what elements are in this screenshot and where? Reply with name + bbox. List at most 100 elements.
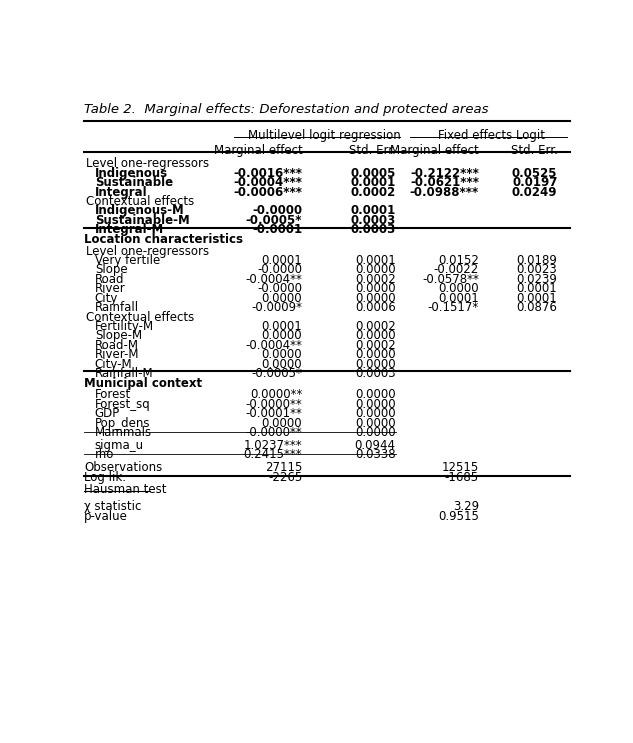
Text: 0.0001: 0.0001 bbox=[438, 292, 479, 305]
Text: River: River bbox=[95, 282, 125, 295]
Text: -0.1517*: -0.1517* bbox=[428, 301, 479, 314]
Text: -0.0578**: -0.0578** bbox=[422, 273, 479, 286]
Text: -2265: -2265 bbox=[268, 470, 303, 484]
Text: 0.0152: 0.0152 bbox=[438, 254, 479, 267]
Text: Std. Err.: Std. Err. bbox=[349, 143, 396, 157]
Text: 0.0000: 0.0000 bbox=[355, 398, 396, 411]
Text: 0.0000: 0.0000 bbox=[355, 329, 396, 343]
Text: 0.0000: 0.0000 bbox=[355, 348, 396, 361]
Text: Sustainable-M: Sustainable-M bbox=[95, 214, 189, 227]
Text: 0.0002: 0.0002 bbox=[354, 273, 396, 286]
Text: 1.0237***: 1.0237*** bbox=[244, 439, 303, 452]
Text: -0.0009*: -0.0009* bbox=[251, 301, 303, 314]
Text: Mammals: Mammals bbox=[95, 426, 152, 439]
Text: -0.0000**: -0.0000** bbox=[246, 398, 303, 411]
Text: 0.0001: 0.0001 bbox=[261, 254, 303, 267]
Text: Forest: Forest bbox=[95, 389, 131, 401]
Text: 0.0338: 0.0338 bbox=[355, 449, 396, 461]
Text: GDP: GDP bbox=[95, 407, 120, 421]
Text: 0.0000: 0.0000 bbox=[355, 263, 396, 276]
Text: 0.0000: 0.0000 bbox=[261, 358, 303, 371]
Text: 0.0000: 0.0000 bbox=[355, 417, 396, 429]
Text: 0.0003: 0.0003 bbox=[350, 223, 396, 236]
Text: -0.0000: -0.0000 bbox=[258, 282, 303, 295]
Text: 0.0000: 0.0000 bbox=[261, 348, 303, 361]
Text: 0.0189: 0.0189 bbox=[517, 254, 558, 267]
Text: Integral: Integral bbox=[95, 186, 147, 198]
Text: χ statistic: χ statistic bbox=[84, 500, 141, 513]
Text: Marginal effect: Marginal effect bbox=[390, 143, 479, 157]
Text: -0.0016***: -0.0016*** bbox=[234, 166, 303, 180]
Text: 0.0000: 0.0000 bbox=[355, 407, 396, 421]
Text: 0.0249: 0.0249 bbox=[512, 186, 558, 198]
Text: Level one-regressors: Level one-regressors bbox=[87, 158, 210, 170]
Text: 0.0000: 0.0000 bbox=[355, 389, 396, 401]
Text: 0.0001: 0.0001 bbox=[354, 254, 396, 267]
Text: Indigenous-M: Indigenous-M bbox=[95, 204, 185, 218]
Text: 0.0002: 0.0002 bbox=[350, 186, 396, 198]
Text: Indigenous: Indigenous bbox=[95, 166, 168, 180]
Text: Contextual effects: Contextual effects bbox=[87, 195, 195, 208]
Text: -0.0004**: -0.0004** bbox=[246, 273, 303, 286]
Text: Hausman test: Hausman test bbox=[84, 484, 166, 496]
Text: -0.0006***: -0.0006*** bbox=[234, 186, 303, 198]
Text: Fertility-M: Fertility-M bbox=[95, 320, 154, 333]
Text: 0.0000: 0.0000 bbox=[261, 417, 303, 429]
Text: Sustainable: Sustainable bbox=[95, 176, 173, 189]
Text: Municipal context: Municipal context bbox=[84, 377, 202, 389]
Text: -0.2122***: -0.2122*** bbox=[410, 166, 479, 180]
Text: City: City bbox=[95, 292, 118, 305]
Text: -0.0988***: -0.0988*** bbox=[410, 186, 479, 198]
Text: p-value: p-value bbox=[84, 510, 128, 523]
Text: 12515: 12515 bbox=[442, 461, 479, 474]
Text: Contextual effects: Contextual effects bbox=[87, 311, 195, 324]
Text: 3.29: 3.29 bbox=[453, 500, 479, 513]
Text: 0.0001: 0.0001 bbox=[517, 282, 558, 295]
Text: -0.0005*: -0.0005* bbox=[246, 214, 303, 227]
Text: Integral-M: Integral-M bbox=[95, 223, 164, 236]
Text: 0.9515: 0.9515 bbox=[438, 510, 479, 523]
Text: 0.0000**: 0.0000** bbox=[250, 389, 303, 401]
Text: Table 2.  Marginal effects: Deforestation and protected areas: Table 2. Marginal effects: Deforestation… bbox=[84, 103, 489, 117]
Text: Rainfall: Rainfall bbox=[95, 301, 139, 314]
Text: -0.0004**: -0.0004** bbox=[246, 339, 303, 352]
Text: 0.0006: 0.0006 bbox=[354, 301, 396, 314]
Text: Road: Road bbox=[95, 273, 124, 286]
Text: 27115: 27115 bbox=[265, 461, 303, 474]
Text: Fixed effects Logit: Fixed effects Logit bbox=[437, 129, 545, 142]
Text: Very fertile: Very fertile bbox=[95, 254, 160, 267]
Text: 0.0000: 0.0000 bbox=[355, 426, 396, 439]
Text: Std. Err.: Std. Err. bbox=[511, 143, 558, 157]
Text: -0.0001**: -0.0001** bbox=[246, 407, 303, 421]
Text: -0.0001: -0.0001 bbox=[252, 223, 303, 236]
Text: Log lik.: Log lik. bbox=[84, 470, 126, 484]
Text: Road-M: Road-M bbox=[95, 339, 139, 352]
Text: Location characteristics: Location characteristics bbox=[84, 233, 243, 246]
Text: 0.0944: 0.0944 bbox=[354, 439, 396, 452]
Text: sigma_u: sigma_u bbox=[95, 439, 144, 452]
Text: 0.0002: 0.0002 bbox=[354, 320, 396, 333]
Text: 0.0003: 0.0003 bbox=[350, 214, 396, 227]
Text: 0.0000: 0.0000 bbox=[355, 358, 396, 371]
Text: 0.0002: 0.0002 bbox=[354, 339, 396, 352]
Text: Slope: Slope bbox=[95, 263, 127, 276]
Text: River-M: River-M bbox=[95, 348, 139, 361]
Text: 0.0876: 0.0876 bbox=[517, 301, 558, 314]
Text: -1685: -1685 bbox=[445, 470, 479, 484]
Text: 0.0000: 0.0000 bbox=[261, 329, 303, 343]
Text: 0.0197: 0.0197 bbox=[512, 176, 558, 189]
Text: 0.0001: 0.0001 bbox=[350, 204, 396, 218]
Text: -0.0022: -0.0022 bbox=[434, 263, 479, 276]
Text: Level one-regressors: Level one-regressors bbox=[87, 244, 210, 258]
Text: -0.0004***: -0.0004*** bbox=[234, 176, 303, 189]
Text: 0.0000: 0.0000 bbox=[261, 292, 303, 305]
Text: rho: rho bbox=[95, 449, 114, 461]
Text: 0.0001: 0.0001 bbox=[350, 176, 396, 189]
Text: -0.0000: -0.0000 bbox=[258, 263, 303, 276]
Text: 0.0000: 0.0000 bbox=[355, 282, 396, 295]
Text: Observations: Observations bbox=[84, 461, 162, 474]
Text: -0.0005*: -0.0005* bbox=[251, 367, 303, 380]
Text: 0.0001: 0.0001 bbox=[261, 320, 303, 333]
Text: Marginal effect: Marginal effect bbox=[213, 143, 303, 157]
Text: Forest_sq: Forest_sq bbox=[95, 398, 151, 411]
